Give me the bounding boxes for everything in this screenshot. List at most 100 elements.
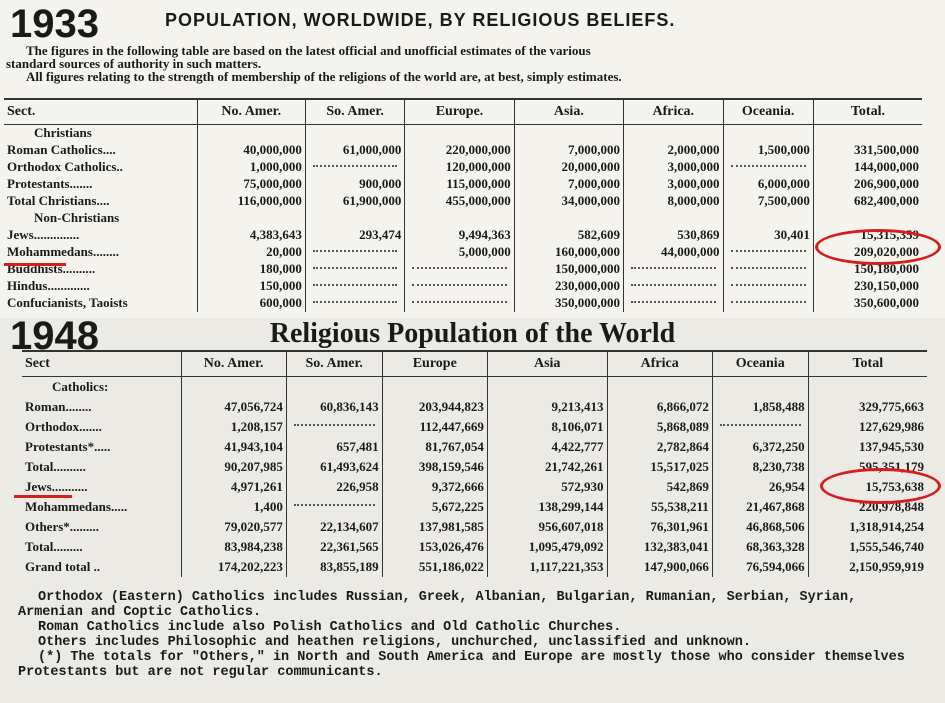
cell: 3,000,000 <box>623 175 723 193</box>
table-row: Mohammedans........ 20,000 5,000,000 160,00… <box>4 243 922 261</box>
row-label: Total.......... <box>25 458 86 474</box>
intro-line: All figures relating to the strength of … <box>26 69 622 84</box>
cell: 551,186,022 <box>381 556 488 577</box>
cell: 20,000,000 <box>513 158 624 176</box>
red-strike <box>14 495 72 498</box>
cell: 75,000,000 <box>196 175 306 193</box>
cell: 47,056,724 <box>180 396 287 417</box>
table-row: Protestants....... 75,000,000 900,000 115,0… <box>4 175 922 193</box>
cell: 112,447,669 <box>381 416 488 437</box>
row-label: Catholics: <box>52 378 109 394</box>
cell: 46,868,506 <box>711 516 809 537</box>
cell-empty <box>623 294 723 312</box>
table-row: Catholics: <box>22 376 927 397</box>
row-label: Mohammedans........ <box>7 244 119 259</box>
table-row: Non-Christians <box>4 209 922 227</box>
row-label: Grand total .. <box>25 558 101 574</box>
cell: 6,372,250 <box>711 436 809 457</box>
cell: 230,150,000 <box>812 277 922 295</box>
cell: 127,629,986 <box>807 416 927 437</box>
column-header: Oceania. <box>722 98 814 125</box>
cell-empty <box>623 209 723 227</box>
row-label: Protestants*..... <box>25 438 111 454</box>
intro-line: The figures in the following table are b… <box>26 43 591 58</box>
cell-empty <box>304 243 405 261</box>
red-circle <box>820 468 941 504</box>
row-label: Orthodox....... <box>25 418 102 434</box>
table-row: Jews.............. 4,383,643 293,474 9,494,… <box>4 226 922 244</box>
cell: 572,930 <box>486 476 607 497</box>
footnote: (*) The totals for "Others," in North an… <box>18 650 905 680</box>
cell: 174,202,223 <box>180 556 287 577</box>
cell: 5,000,000 <box>404 243 515 261</box>
cell-empty <box>196 124 306 142</box>
cell: 9,372,666 <box>381 476 488 497</box>
column-header: Africa <box>606 350 713 377</box>
row-label: Hindus............. <box>7 278 90 293</box>
cell: 7,000,000 <box>513 175 624 193</box>
cell-empty <box>722 277 814 295</box>
row-label: Mohammedans..... <box>25 498 128 514</box>
cell: 455,000,000 <box>404 192 515 210</box>
footnotes: Orthodox (Eastern) Catholics includes Ru… <box>18 590 923 680</box>
cell: 22,134,607 <box>285 516 383 537</box>
cell: 582,609 <box>513 226 624 244</box>
cell: 1,555,546,740 <box>807 536 927 557</box>
cell: 116,000,000 <box>196 192 306 210</box>
cell: 41,943,104 <box>180 436 287 457</box>
header-row: Sect. No. Amer. So. Amer. Europe. Asia. Afric… <box>4 98 922 125</box>
cell: 90,207,985 <box>180 456 287 477</box>
cell: 150,000 <box>196 277 306 295</box>
cell: 3,000,000 <box>623 158 723 176</box>
cell: 5,868,089 <box>606 416 713 437</box>
cell: 61,900,000 <box>304 192 405 210</box>
table-row: Orthodox....... 1,208,157 112,447,669 8,106… <box>22 416 927 437</box>
cell: 226,958 <box>285 476 383 497</box>
cell: 115,000,000 <box>404 175 515 193</box>
column-header: So. Amer. <box>285 350 383 377</box>
cell: 20,000 <box>196 243 306 261</box>
clipping-1948: 1948 Religious Population of the World S… <box>0 318 945 703</box>
cell-empty <box>486 376 607 397</box>
cell: 132,383,041 <box>606 536 713 557</box>
cell: 34,000,000 <box>513 192 624 210</box>
cell: 9,213,413 <box>486 396 607 417</box>
cell-empty <box>711 376 809 397</box>
cell-empty <box>304 209 405 227</box>
cell-empty <box>623 277 723 295</box>
cell-empty <box>812 209 922 227</box>
cell: 4,383,643 <box>196 226 306 244</box>
cell-empty <box>812 124 922 142</box>
cell: 137,945,530 <box>807 436 927 457</box>
table: Sect. No. Amer. So. Amer. Europe. Asia. Afric… <box>4 98 922 312</box>
cell: 7,000,000 <box>513 141 624 159</box>
cell-empty <box>513 124 624 142</box>
cell-empty <box>404 294 515 312</box>
cell: 61,493,624 <box>285 456 383 477</box>
cell: 160,000,000 <box>513 243 624 261</box>
cell: 1,117,221,353 <box>486 556 607 577</box>
cell-empty <box>722 209 814 227</box>
cell: 206,900,000 <box>812 175 922 193</box>
cell: 600,000 <box>196 294 306 312</box>
table-row: Mohammedans..... 1,400 5,672,225 138,299,14… <box>22 496 927 517</box>
column-header: Asia <box>486 350 607 377</box>
cell: 1,500,000 <box>722 141 814 159</box>
cell-empty <box>807 376 927 397</box>
row-label: Jews.............. <box>7 227 80 242</box>
row-label: Total......... <box>25 538 83 554</box>
row-label: Christians <box>34 125 92 141</box>
cell: 900,000 <box>304 175 405 193</box>
title: POPULATION, WORLDWIDE, BY RELIGIOUS BELI… <box>165 10 676 30</box>
footnote: Orthodox (Eastern) Catholics includes Ru… <box>18 590 857 620</box>
cell: 203,944,823 <box>381 396 488 417</box>
cell: 138,299,144 <box>486 496 607 517</box>
cell: 293,474 <box>304 226 405 244</box>
intro: The figures in the following table are b… <box>6 44 936 83</box>
cell-empty <box>381 376 488 397</box>
cell: 530,869 <box>623 226 723 244</box>
cell-empty <box>404 260 515 278</box>
cell: 15,517,025 <box>606 456 713 477</box>
cell: 26,954 <box>711 476 809 497</box>
cell: 61,000,000 <box>304 141 405 159</box>
